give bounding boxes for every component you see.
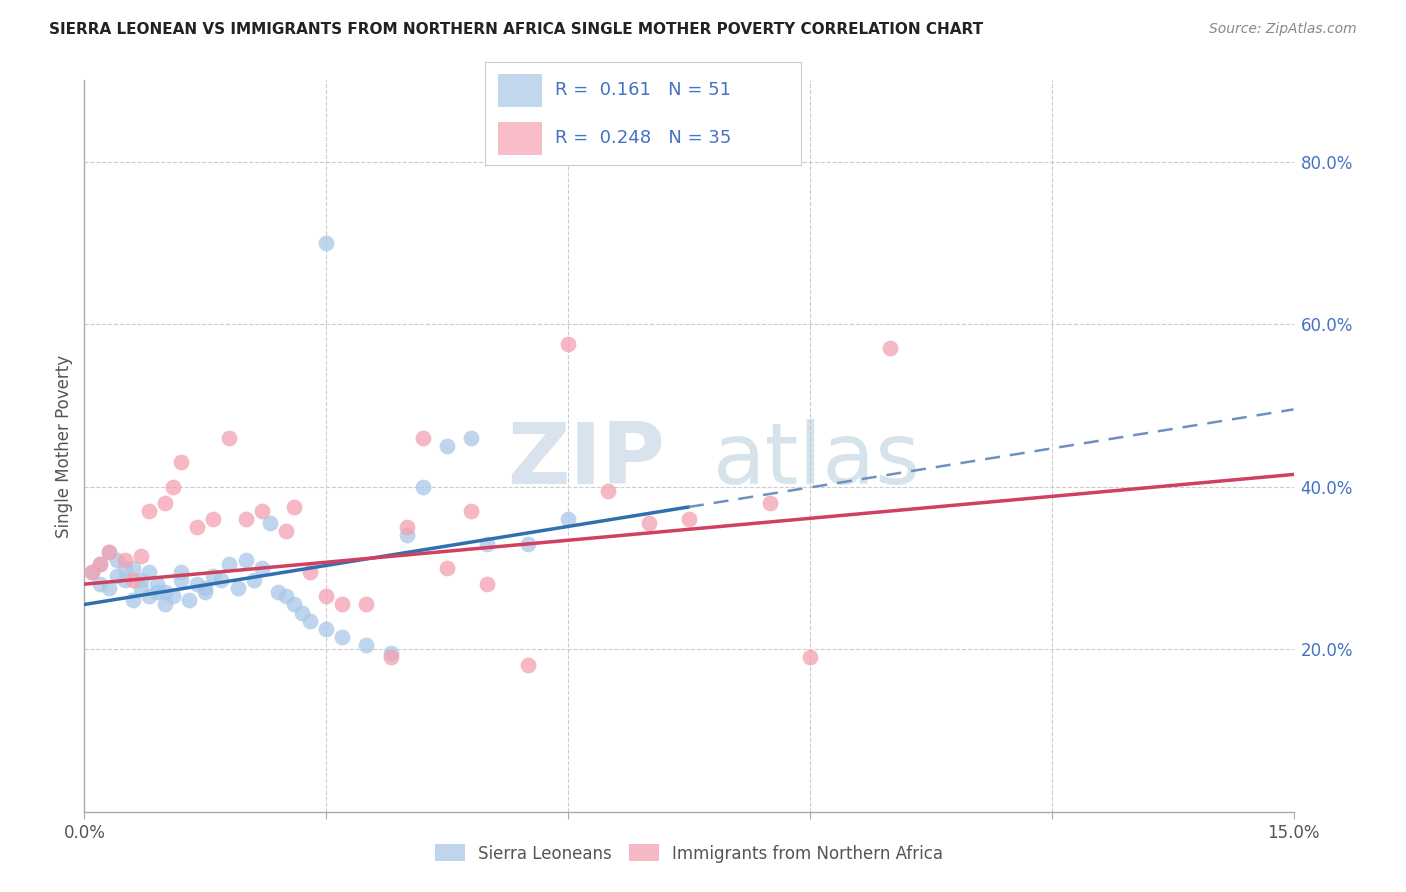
Point bbox=[283, 598, 305, 612]
Point bbox=[170, 455, 193, 469]
Point bbox=[250, 561, 273, 575]
Point bbox=[218, 431, 240, 445]
Point bbox=[114, 573, 136, 587]
Point bbox=[380, 650, 402, 665]
Point bbox=[412, 431, 434, 445]
Point bbox=[121, 561, 143, 575]
Point bbox=[146, 585, 169, 599]
Point bbox=[138, 565, 160, 579]
Point bbox=[153, 496, 176, 510]
Point bbox=[97, 581, 120, 595]
Point bbox=[758, 496, 780, 510]
Point bbox=[202, 512, 225, 526]
Point bbox=[121, 593, 143, 607]
Point bbox=[678, 512, 700, 526]
Point bbox=[138, 590, 160, 604]
Point bbox=[412, 480, 434, 494]
Point bbox=[82, 565, 104, 579]
Point bbox=[460, 504, 482, 518]
Point bbox=[477, 577, 499, 591]
Point bbox=[170, 573, 193, 587]
Point bbox=[330, 598, 353, 612]
Point bbox=[291, 606, 314, 620]
Point bbox=[356, 598, 378, 612]
Text: atlas: atlas bbox=[713, 419, 921, 502]
Point bbox=[209, 573, 232, 587]
Text: R =  0.161   N = 51: R = 0.161 N = 51 bbox=[554, 81, 731, 99]
Point bbox=[194, 585, 217, 599]
Point bbox=[89, 577, 111, 591]
Point bbox=[315, 622, 337, 636]
Point bbox=[283, 500, 305, 514]
Point bbox=[179, 593, 201, 607]
Point bbox=[82, 565, 104, 579]
Point bbox=[89, 557, 111, 571]
Point bbox=[557, 512, 579, 526]
Point bbox=[186, 520, 208, 534]
Point bbox=[97, 544, 120, 558]
Point bbox=[114, 553, 136, 567]
Point bbox=[460, 431, 482, 445]
Point bbox=[105, 569, 128, 583]
Point bbox=[799, 650, 821, 665]
Point bbox=[516, 536, 538, 550]
Bar bbox=[498, 74, 541, 106]
Point bbox=[557, 337, 579, 351]
Point bbox=[436, 439, 458, 453]
Point bbox=[162, 590, 184, 604]
Point bbox=[637, 516, 659, 531]
Point bbox=[153, 598, 176, 612]
Point bbox=[129, 573, 152, 587]
Point bbox=[186, 577, 208, 591]
Point bbox=[89, 557, 111, 571]
Point bbox=[436, 561, 458, 575]
Point bbox=[218, 557, 240, 571]
Point bbox=[114, 561, 136, 575]
Point bbox=[259, 516, 281, 531]
Point bbox=[395, 528, 418, 542]
Point bbox=[299, 565, 322, 579]
Point bbox=[170, 565, 193, 579]
Point bbox=[250, 504, 273, 518]
Point bbox=[879, 342, 901, 356]
Point bbox=[395, 520, 418, 534]
Point bbox=[129, 549, 152, 563]
Text: Source: ZipAtlas.com: Source: ZipAtlas.com bbox=[1209, 22, 1357, 37]
Point bbox=[274, 524, 297, 539]
Point bbox=[153, 585, 176, 599]
Point bbox=[356, 638, 378, 652]
Text: R =  0.248   N = 35: R = 0.248 N = 35 bbox=[554, 129, 731, 147]
Point bbox=[598, 483, 620, 498]
Point bbox=[146, 577, 169, 591]
Point bbox=[516, 658, 538, 673]
Text: ZIP: ZIP bbox=[508, 419, 665, 502]
Point bbox=[194, 581, 217, 595]
Point bbox=[274, 590, 297, 604]
Point bbox=[242, 573, 264, 587]
Point bbox=[235, 512, 257, 526]
Point bbox=[202, 569, 225, 583]
Point bbox=[477, 536, 499, 550]
Point bbox=[315, 235, 337, 250]
Point bbox=[315, 590, 337, 604]
Bar bbox=[498, 122, 541, 155]
Point bbox=[97, 544, 120, 558]
Point bbox=[162, 480, 184, 494]
Point bbox=[235, 553, 257, 567]
Point bbox=[299, 614, 322, 628]
Point bbox=[129, 581, 152, 595]
Text: SIERRA LEONEAN VS IMMIGRANTS FROM NORTHERN AFRICA SINGLE MOTHER POVERTY CORRELAT: SIERRA LEONEAN VS IMMIGRANTS FROM NORTHE… bbox=[49, 22, 983, 37]
Point bbox=[105, 553, 128, 567]
Point bbox=[380, 646, 402, 660]
Y-axis label: Single Mother Poverty: Single Mother Poverty bbox=[55, 354, 73, 538]
Point bbox=[226, 581, 249, 595]
Point bbox=[121, 573, 143, 587]
Legend: Sierra Leoneans, Immigrants from Northern Africa: Sierra Leoneans, Immigrants from Norther… bbox=[429, 838, 949, 869]
Point bbox=[138, 504, 160, 518]
Point bbox=[267, 585, 290, 599]
Point bbox=[330, 630, 353, 644]
